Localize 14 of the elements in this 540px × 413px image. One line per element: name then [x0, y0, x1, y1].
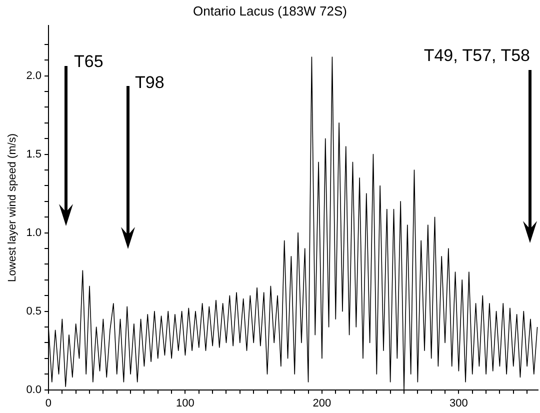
x-tick-label: 100 — [176, 397, 194, 410]
y-tick-label: 1.0 — [26, 226, 42, 239]
chart-title: Ontario Lacus (183W 72S) — [193, 3, 347, 18]
y-tick-label: 0.5 — [26, 305, 42, 318]
annotation: T98 — [135, 73, 164, 93]
y-tick-label: 2.0 — [26, 70, 42, 82]
x-tick-label: 200 — [312, 397, 332, 410]
annotation: T49, T57, T58 — [424, 46, 530, 66]
y-tick-label: 0.0 — [26, 384, 42, 396]
y-axis-title: Lowest layer wind speed (m/s) — [6, 133, 19, 282]
annotation: T65 — [74, 52, 104, 72]
x-tick-label: 0 — [45, 397, 52, 410]
x-tick-label: 300 — [450, 397, 468, 410]
y-tick-label: 1.5 — [26, 148, 42, 160]
